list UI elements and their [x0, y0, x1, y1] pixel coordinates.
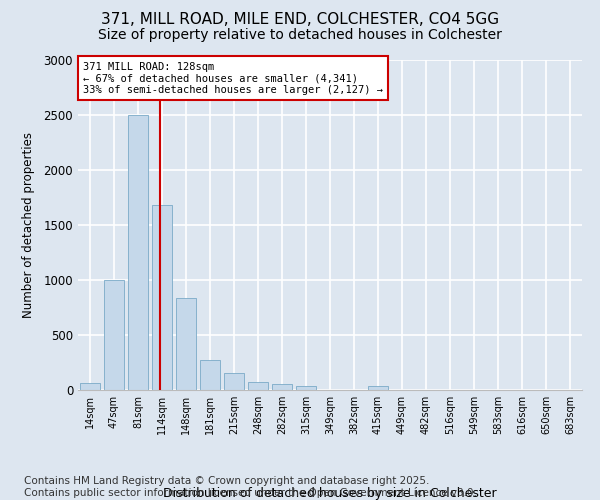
Text: Size of property relative to detached houses in Colchester: Size of property relative to detached ho…	[98, 28, 502, 42]
X-axis label: Distribution of detached houses by size in Colchester: Distribution of detached houses by size …	[163, 487, 497, 500]
Bar	[248, 382, 268, 390]
Bar	[152, 205, 172, 390]
Y-axis label: Number of detached properties: Number of detached properties	[22, 132, 35, 318]
Text: 371, MILL ROAD, MILE END, COLCHESTER, CO4 5GG: 371, MILL ROAD, MILE END, COLCHESTER, CO…	[101, 12, 499, 28]
Bar	[176, 298, 196, 390]
Bar	[104, 280, 124, 390]
Text: 371 MILL ROAD: 128sqm
← 67% of detached houses are smaller (4,341)
33% of semi-d: 371 MILL ROAD: 128sqm ← 67% of detached …	[83, 62, 383, 95]
Bar	[224, 373, 244, 390]
Bar	[296, 386, 316, 390]
Bar	[272, 384, 292, 390]
Text: Contains HM Land Registry data © Crown copyright and database right 2025.
Contai: Contains HM Land Registry data © Crown c…	[24, 476, 477, 498]
Bar	[368, 386, 388, 390]
Bar	[200, 360, 220, 390]
Bar	[128, 115, 148, 390]
Bar	[80, 384, 100, 390]
